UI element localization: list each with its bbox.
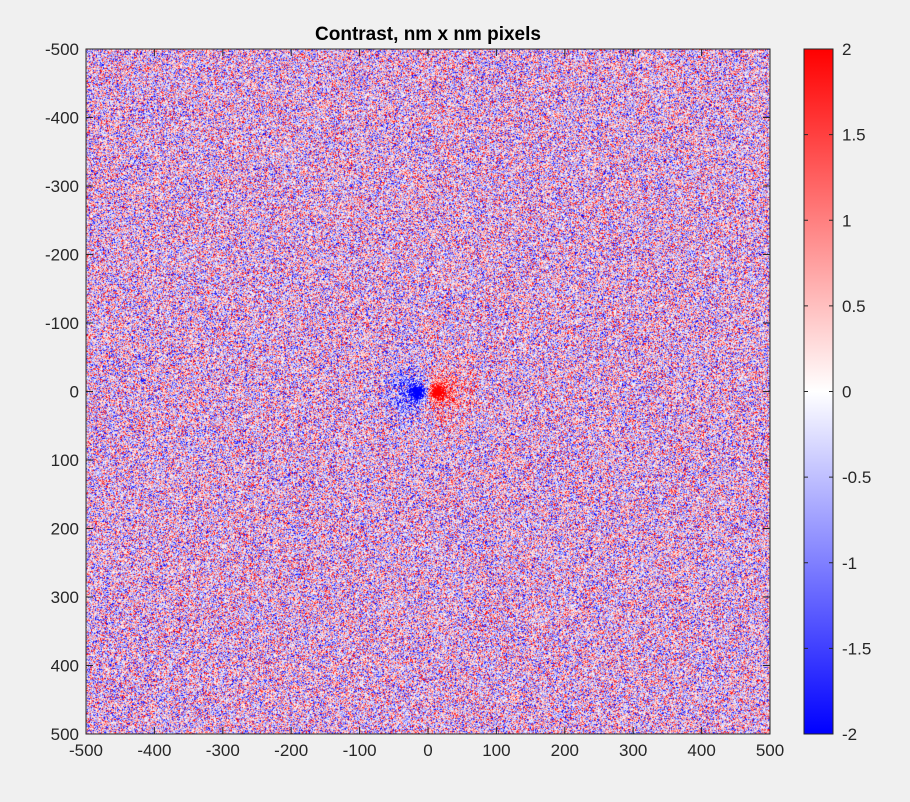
x-tick-label: -500: [69, 741, 103, 760]
y-tick-label: 400: [51, 657, 79, 676]
colorbar-tick-label: 1: [842, 211, 851, 230]
colorbar-tick-label: -1.5: [842, 639, 871, 658]
x-tick-label: -200: [274, 741, 308, 760]
y-axis: -500 -400 -300 -200 -100 0 100 200 300 400 500: [45, 40, 770, 744]
y-tick-label: 300: [51, 588, 79, 607]
chart-title: Contrast, nm x nm pixels: [315, 24, 541, 45]
x-tick-label: 200: [551, 741, 579, 760]
x-tick-label: -100: [343, 741, 377, 760]
y-tick-label: 0: [70, 383, 79, 402]
y-tick-label: -200: [45, 246, 79, 265]
x-axis: -500 -400 -300 -200 -100 0 100 200 300 400 500: [69, 49, 784, 760]
colorbar-tick-label: -0.5: [842, 468, 871, 487]
x-tick-label: -300: [206, 741, 240, 760]
y-tick-label: 100: [51, 451, 79, 470]
y-tick-label: 500: [51, 725, 79, 744]
x-tick-label: 300: [619, 741, 647, 760]
colorbar: [803, 48, 834, 735]
y-tick-label: -500: [45, 40, 79, 59]
heatmap-image: [86, 49, 770, 734]
x-tick-label: 0: [423, 741, 432, 760]
colorbar-tick-label: 0.5: [842, 297, 866, 316]
colorbar-tick-label: 1.5: [842, 126, 866, 145]
y-tick-label: -100: [45, 314, 79, 333]
x-tick-label: -400: [137, 741, 171, 760]
colorbar-tick-label: 2: [842, 40, 851, 59]
x-tick-label: 500: [756, 741, 784, 760]
colorbar-axis: -2 -1.5 -1 -0.5 0 0.5 1 1.5 2: [804, 40, 871, 744]
x-tick-label: 400: [687, 741, 715, 760]
heatmap-holder: [86, 49, 770, 734]
colorbar-tick-label: 0: [842, 383, 851, 402]
colorbar-tick-label: -1: [842, 554, 857, 573]
y-tick-label: -300: [45, 177, 79, 196]
colorbar-tick-label: -2: [842, 725, 857, 744]
x-tick-label: 100: [482, 741, 510, 760]
y-tick-label: 200: [51, 520, 79, 539]
y-tick-label: -400: [45, 109, 79, 128]
